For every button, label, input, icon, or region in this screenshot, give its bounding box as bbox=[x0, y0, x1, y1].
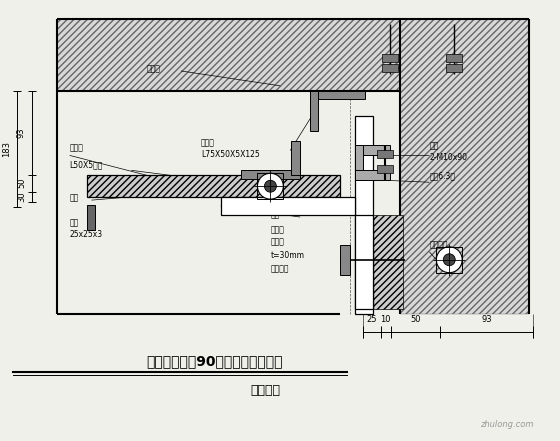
Bar bbox=[355, 116, 373, 314]
Circle shape bbox=[258, 173, 283, 199]
Text: L75X50X5X125: L75X50X5X125 bbox=[201, 150, 260, 159]
Bar bbox=[382, 54, 398, 62]
Polygon shape bbox=[57, 19, 400, 91]
Text: 93: 93 bbox=[17, 128, 26, 138]
Text: 结构胶: 结构胶 bbox=[270, 238, 284, 247]
Text: 干挂石材外墙90度内转角横剖节点: 干挂石材外墙90度内转角横剖节点 bbox=[146, 354, 283, 368]
Text: 防火岩棉: 防火岩棉 bbox=[270, 265, 289, 274]
Text: 25x25x3: 25x25x3 bbox=[69, 230, 103, 239]
Bar bbox=[291, 141, 300, 175]
Circle shape bbox=[436, 247, 462, 273]
Text: L50X5横截: L50X5横截 bbox=[69, 161, 103, 169]
Bar bbox=[382, 64, 398, 72]
Text: 50: 50 bbox=[410, 315, 421, 324]
Bar bbox=[241, 170, 300, 179]
Text: 锚栓: 锚栓 bbox=[69, 193, 79, 202]
Bar bbox=[310, 91, 318, 131]
Bar bbox=[446, 64, 462, 72]
Text: 横龙骨: 横龙骨 bbox=[201, 138, 214, 147]
Text: （阴角）: （阴角） bbox=[250, 384, 281, 397]
Text: 泡沫棒: 泡沫棒 bbox=[270, 225, 284, 234]
Bar bbox=[355, 170, 390, 180]
Text: 锚栓: 锚栓 bbox=[430, 142, 438, 150]
Bar bbox=[221, 197, 355, 215]
Text: 防火岩棉: 防火岩棉 bbox=[430, 241, 448, 250]
Text: 槽钢6.3号: 槽钢6.3号 bbox=[430, 171, 455, 180]
Text: t=30mm: t=30mm bbox=[270, 251, 305, 260]
Circle shape bbox=[264, 180, 277, 192]
Bar bbox=[355, 146, 363, 180]
Text: 2-M10x90: 2-M10x90 bbox=[430, 153, 468, 162]
Text: zhulong.com: zhulong.com bbox=[480, 420, 534, 429]
Bar bbox=[436, 247, 462, 273]
Text: 50: 50 bbox=[17, 178, 26, 188]
Bar bbox=[310, 91, 365, 99]
Text: 纵龙骨: 纵龙骨 bbox=[69, 143, 83, 153]
Bar bbox=[340, 245, 350, 275]
Bar bbox=[377, 165, 393, 173]
Bar bbox=[446, 54, 462, 62]
Polygon shape bbox=[400, 19, 529, 314]
Text: 25: 25 bbox=[366, 315, 377, 324]
Bar bbox=[87, 175, 340, 197]
Bar bbox=[373, 215, 403, 310]
Bar bbox=[355, 146, 390, 155]
Text: 30: 30 bbox=[17, 192, 26, 202]
Text: 183: 183 bbox=[2, 141, 11, 157]
Text: 10: 10 bbox=[380, 315, 391, 324]
Text: 93: 93 bbox=[481, 315, 492, 324]
Text: 混凝土: 混凝土 bbox=[146, 64, 160, 73]
Bar bbox=[87, 205, 95, 230]
Text: 石材: 石材 bbox=[270, 210, 279, 219]
Circle shape bbox=[444, 254, 455, 266]
Bar bbox=[258, 173, 283, 199]
Bar bbox=[355, 215, 373, 310]
Bar bbox=[377, 150, 393, 158]
Text: 锚固: 锚固 bbox=[69, 218, 79, 227]
